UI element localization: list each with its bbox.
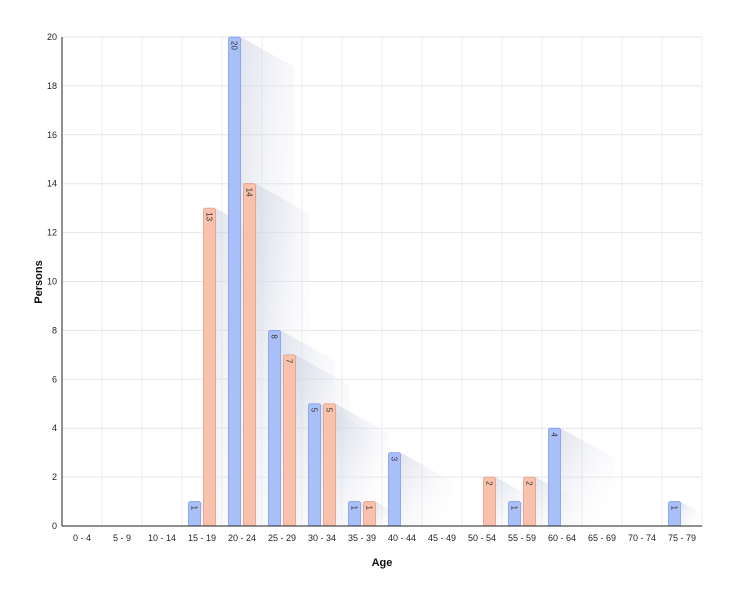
x-tick-label: 20 - 24 bbox=[228, 533, 256, 543]
bar-value-label: 2 bbox=[485, 481, 494, 486]
bar-value-label: 13 bbox=[205, 212, 214, 221]
x-tick-label: 45 - 49 bbox=[428, 533, 456, 543]
bar-value-label: 1 bbox=[190, 506, 199, 511]
x-tick-label: 70 - 74 bbox=[628, 533, 656, 543]
y-tick-label: 6 bbox=[52, 374, 57, 384]
x-tick-label: 10 - 14 bbox=[148, 533, 176, 543]
x-tick-label: 30 - 34 bbox=[308, 533, 336, 543]
bar-value-label: 14 bbox=[245, 188, 254, 197]
bar-value-label: 1 bbox=[365, 506, 374, 511]
x-tick-label: 75 - 79 bbox=[668, 533, 696, 543]
y-axis-title: Persons bbox=[33, 260, 45, 303]
bar bbox=[308, 403, 321, 527]
bar bbox=[228, 36, 241, 527]
x-tick-label: 25 - 29 bbox=[268, 533, 296, 543]
x-tick-label: 0 - 4 bbox=[73, 533, 91, 543]
bar bbox=[548, 427, 561, 527]
bar-value-label: 20 bbox=[230, 41, 239, 50]
bar bbox=[388, 452, 401, 527]
y-tick-label: 12 bbox=[47, 228, 57, 238]
bar-shadow bbox=[335, 403, 390, 526]
bar-shadow bbox=[400, 452, 455, 526]
bar-value-label: 8 bbox=[270, 334, 279, 339]
x-tick-label: 5 - 9 bbox=[113, 533, 131, 543]
bar-value-label: 4 bbox=[550, 432, 559, 437]
bar bbox=[203, 207, 216, 527]
x-tick-label: 35 - 39 bbox=[348, 533, 376, 543]
y-tick-label: 4 bbox=[52, 423, 57, 433]
bar-value-label: 5 bbox=[310, 408, 319, 413]
y-tick-label: 14 bbox=[47, 179, 57, 189]
bar-value-label: 2 bbox=[525, 481, 534, 486]
y-tick-label: 10 bbox=[47, 277, 57, 287]
y-tick-label: 8 bbox=[52, 325, 57, 335]
x-tick-label: 40 - 44 bbox=[388, 533, 416, 543]
bar-shadow bbox=[680, 501, 703, 526]
x-tick-label: 60 - 64 bbox=[548, 533, 576, 543]
bar-value-label: 1 bbox=[510, 506, 519, 511]
bar-value-label: 5 bbox=[325, 408, 334, 413]
x-tick-label: 15 - 19 bbox=[188, 533, 216, 543]
y-tick-label: 2 bbox=[52, 472, 57, 482]
bar bbox=[268, 329, 281, 527]
bar-value-label: 1 bbox=[350, 506, 359, 511]
bar-value-label: 1 bbox=[670, 506, 679, 511]
bar bbox=[243, 183, 256, 527]
x-axis-title: Age bbox=[372, 557, 393, 569]
y-tick-label: 18 bbox=[47, 81, 57, 91]
bar bbox=[283, 354, 296, 527]
x-tick-label: 65 - 69 bbox=[588, 533, 616, 543]
bar-value-label: 3 bbox=[390, 457, 399, 462]
y-tick-label: 16 bbox=[47, 130, 57, 140]
x-tick-label: 50 - 54 bbox=[468, 533, 496, 543]
x-tick-label: 55 - 59 bbox=[508, 533, 536, 543]
y-tick-label: 20 bbox=[47, 32, 57, 42]
y-tick-label: 0 bbox=[52, 521, 57, 531]
bar-value-label: 7 bbox=[285, 359, 294, 364]
bar bbox=[323, 403, 336, 527]
